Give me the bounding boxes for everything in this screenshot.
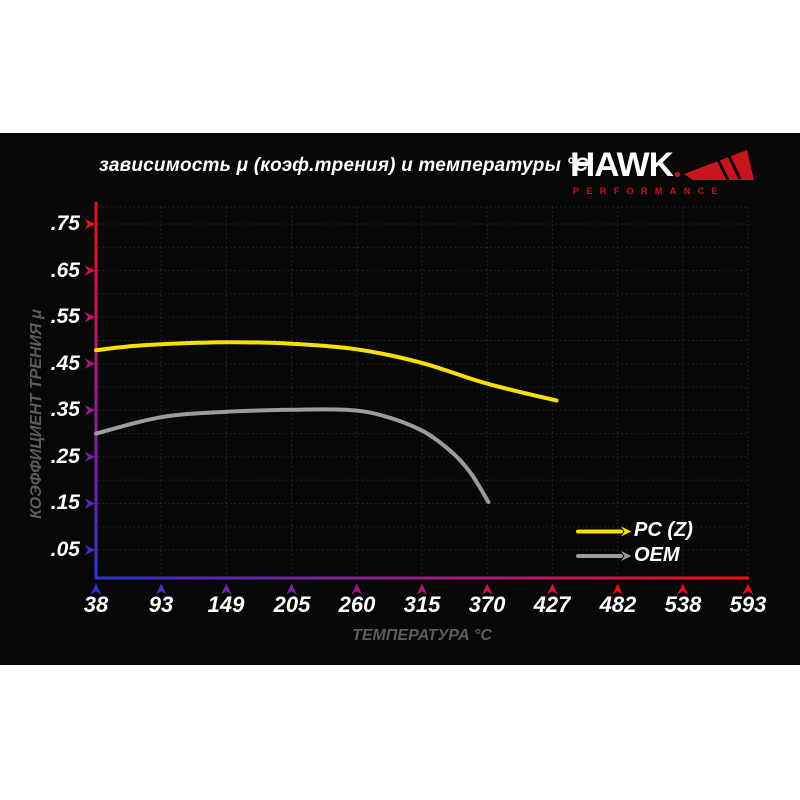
y-tick-label: .15 [50,491,80,514]
x-tick-label: 427 [533,592,571,617]
y-tick-label: .65 [50,259,80,282]
hawk-logo: HAWK PERFORMANCE [570,145,765,196]
x-tick-label: 260 [338,592,376,617]
legend-item-pc-z-label: PC (Z) [634,519,693,541]
hawk-trademark-dot-icon [674,172,680,177]
chart-canvas [0,133,800,665]
x-tick-label: 482 [599,592,637,617]
x-tick-label: 593 [729,592,767,617]
x-tick-label: 205 [273,592,311,617]
x-tick-label: 38 [83,592,109,617]
performance-label: PERFORMANCE [573,186,725,196]
x-tick-label: 538 [664,592,702,617]
legend-item-oem-label: OEM [634,544,680,566]
y-tick-label: .05 [50,538,80,561]
x-tick-label: 315 [403,592,441,617]
hawk-wordmark: HAWK [570,145,674,184]
x-axis-label: ТЕМПЕРАТУРА °C [352,627,492,644]
x-tick-label: 370 [468,592,506,617]
y-tick-label: .55 [50,305,80,328]
chart-title: зависимость μ (коэф.трения) и температур… [99,155,589,176]
x-tick-label: 93 [148,592,174,617]
x-tick-label: 149 [207,592,245,617]
y-tick-label: .35 [50,398,80,421]
y-tick-label: .45 [50,352,80,375]
hawk-logo-row: HAWK [570,145,765,184]
y-tick-label: .75 [50,212,80,235]
y-tick-label: .25 [50,445,80,468]
hawk-wing-icon [683,150,754,181]
